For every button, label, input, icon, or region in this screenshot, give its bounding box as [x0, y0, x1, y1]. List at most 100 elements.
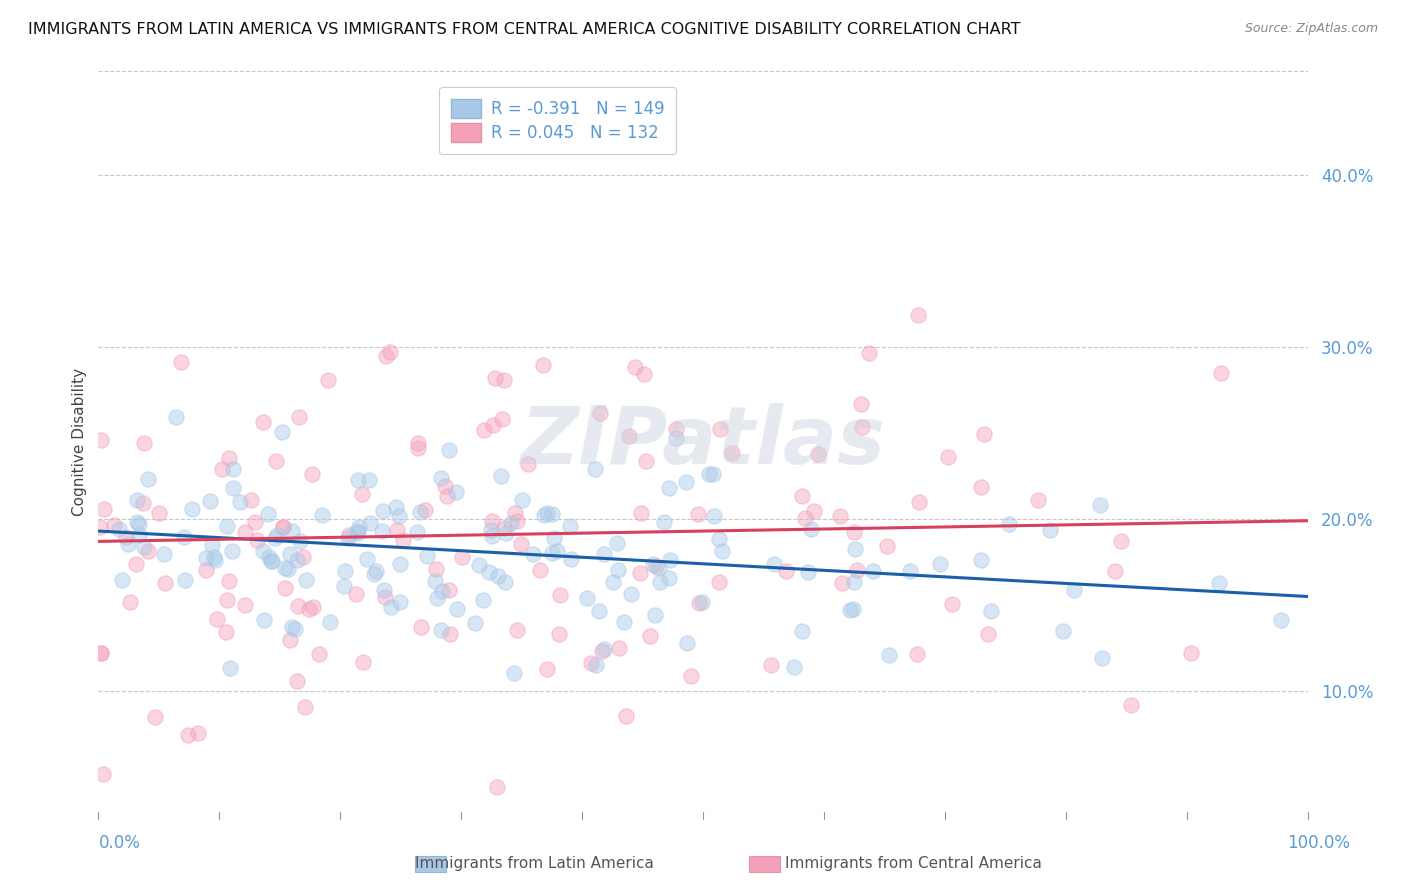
Point	[585, 657, 607, 672]
Point	[658, 481, 681, 495]
Point	[301, 467, 323, 482]
Point	[697, 467, 720, 481]
Point	[775, 564, 797, 578]
Point	[218, 574, 240, 589]
Point	[619, 429, 641, 443]
Point	[413, 503, 436, 517]
Point	[707, 532, 730, 546]
Point	[132, 436, 155, 450]
Point	[636, 453, 658, 467]
Text: IMMIGRANTS FROM LATIN AMERICA VS IMMIGRANTS FROM CENTRAL AMERICA COGNITIVE DISAB: IMMIGRANTS FROM LATIN AMERICA VS IMMIGRA…	[28, 22, 1021, 37]
Point	[1063, 582, 1085, 597]
Point	[665, 422, 688, 436]
Point	[243, 515, 266, 529]
Point	[90, 647, 112, 661]
Point	[929, 557, 952, 571]
Point	[117, 537, 139, 551]
Point	[540, 546, 562, 560]
Point	[607, 563, 630, 577]
Point	[437, 583, 460, 598]
Point	[908, 495, 931, 509]
Point	[308, 647, 330, 661]
Point	[218, 450, 240, 465]
Point	[1180, 646, 1202, 660]
Point	[288, 534, 311, 549]
Point	[266, 528, 288, 542]
Point	[350, 486, 373, 500]
Point	[506, 624, 529, 638]
Point	[103, 518, 125, 533]
Point	[1208, 576, 1230, 591]
Point	[616, 708, 638, 723]
Point	[591, 644, 613, 658]
Text: 100.0%: 100.0%	[1286, 834, 1350, 852]
Point	[851, 419, 873, 434]
Point	[641, 558, 664, 572]
Point	[405, 524, 427, 539]
Point	[506, 514, 529, 528]
Point	[536, 662, 558, 676]
Point	[215, 519, 238, 533]
Point	[676, 636, 699, 650]
Point	[907, 308, 929, 322]
Point	[503, 506, 526, 520]
Point	[292, 550, 315, 565]
Text: ZIPatlas: ZIPatlas	[520, 402, 886, 481]
Point	[645, 558, 668, 573]
Point	[253, 613, 276, 627]
Point	[285, 673, 308, 688]
Point	[607, 641, 630, 656]
Point	[281, 620, 304, 634]
Point	[177, 728, 200, 742]
Point	[295, 573, 318, 587]
Point	[782, 660, 804, 674]
Text: 0.0%: 0.0%	[98, 834, 141, 852]
Point	[436, 489, 458, 503]
Point	[352, 655, 374, 669]
Point	[430, 470, 453, 484]
Point	[446, 602, 468, 616]
Point	[260, 554, 283, 568]
Text: Source: ZipAtlas.com: Source: ZipAtlas.com	[1244, 22, 1378, 36]
Point	[347, 520, 370, 534]
Point	[337, 528, 360, 542]
Point	[484, 371, 506, 385]
Point	[613, 615, 636, 629]
Point	[844, 574, 866, 589]
Point	[688, 596, 710, 610]
Point	[274, 560, 297, 574]
Point	[127, 515, 149, 529]
Point	[467, 558, 489, 572]
Point	[89, 519, 111, 533]
Point	[201, 538, 224, 552]
Point	[143, 710, 166, 724]
Point	[371, 524, 394, 538]
Point	[644, 608, 666, 623]
Point	[529, 563, 551, 577]
Point	[502, 665, 524, 680]
Point	[252, 415, 274, 429]
Point	[842, 601, 865, 615]
Point	[648, 575, 671, 590]
Point	[844, 541, 866, 556]
Point	[221, 481, 243, 495]
Point	[761, 658, 783, 673]
Point	[302, 599, 325, 614]
Point	[128, 516, 150, 531]
Point	[707, 574, 730, 589]
Point	[439, 627, 461, 641]
Point	[256, 507, 278, 521]
Point	[311, 508, 333, 523]
Point	[278, 547, 301, 561]
Point	[425, 562, 447, 576]
Text: Immigrants from Latin America: Immigrants from Latin America	[415, 856, 654, 871]
Point	[385, 500, 408, 515]
Point	[486, 780, 509, 794]
Point	[977, 626, 1000, 640]
Point	[138, 543, 160, 558]
Point	[546, 543, 568, 558]
Point	[363, 566, 385, 581]
Point	[409, 505, 432, 519]
Point	[364, 564, 387, 578]
Point	[628, 566, 651, 580]
